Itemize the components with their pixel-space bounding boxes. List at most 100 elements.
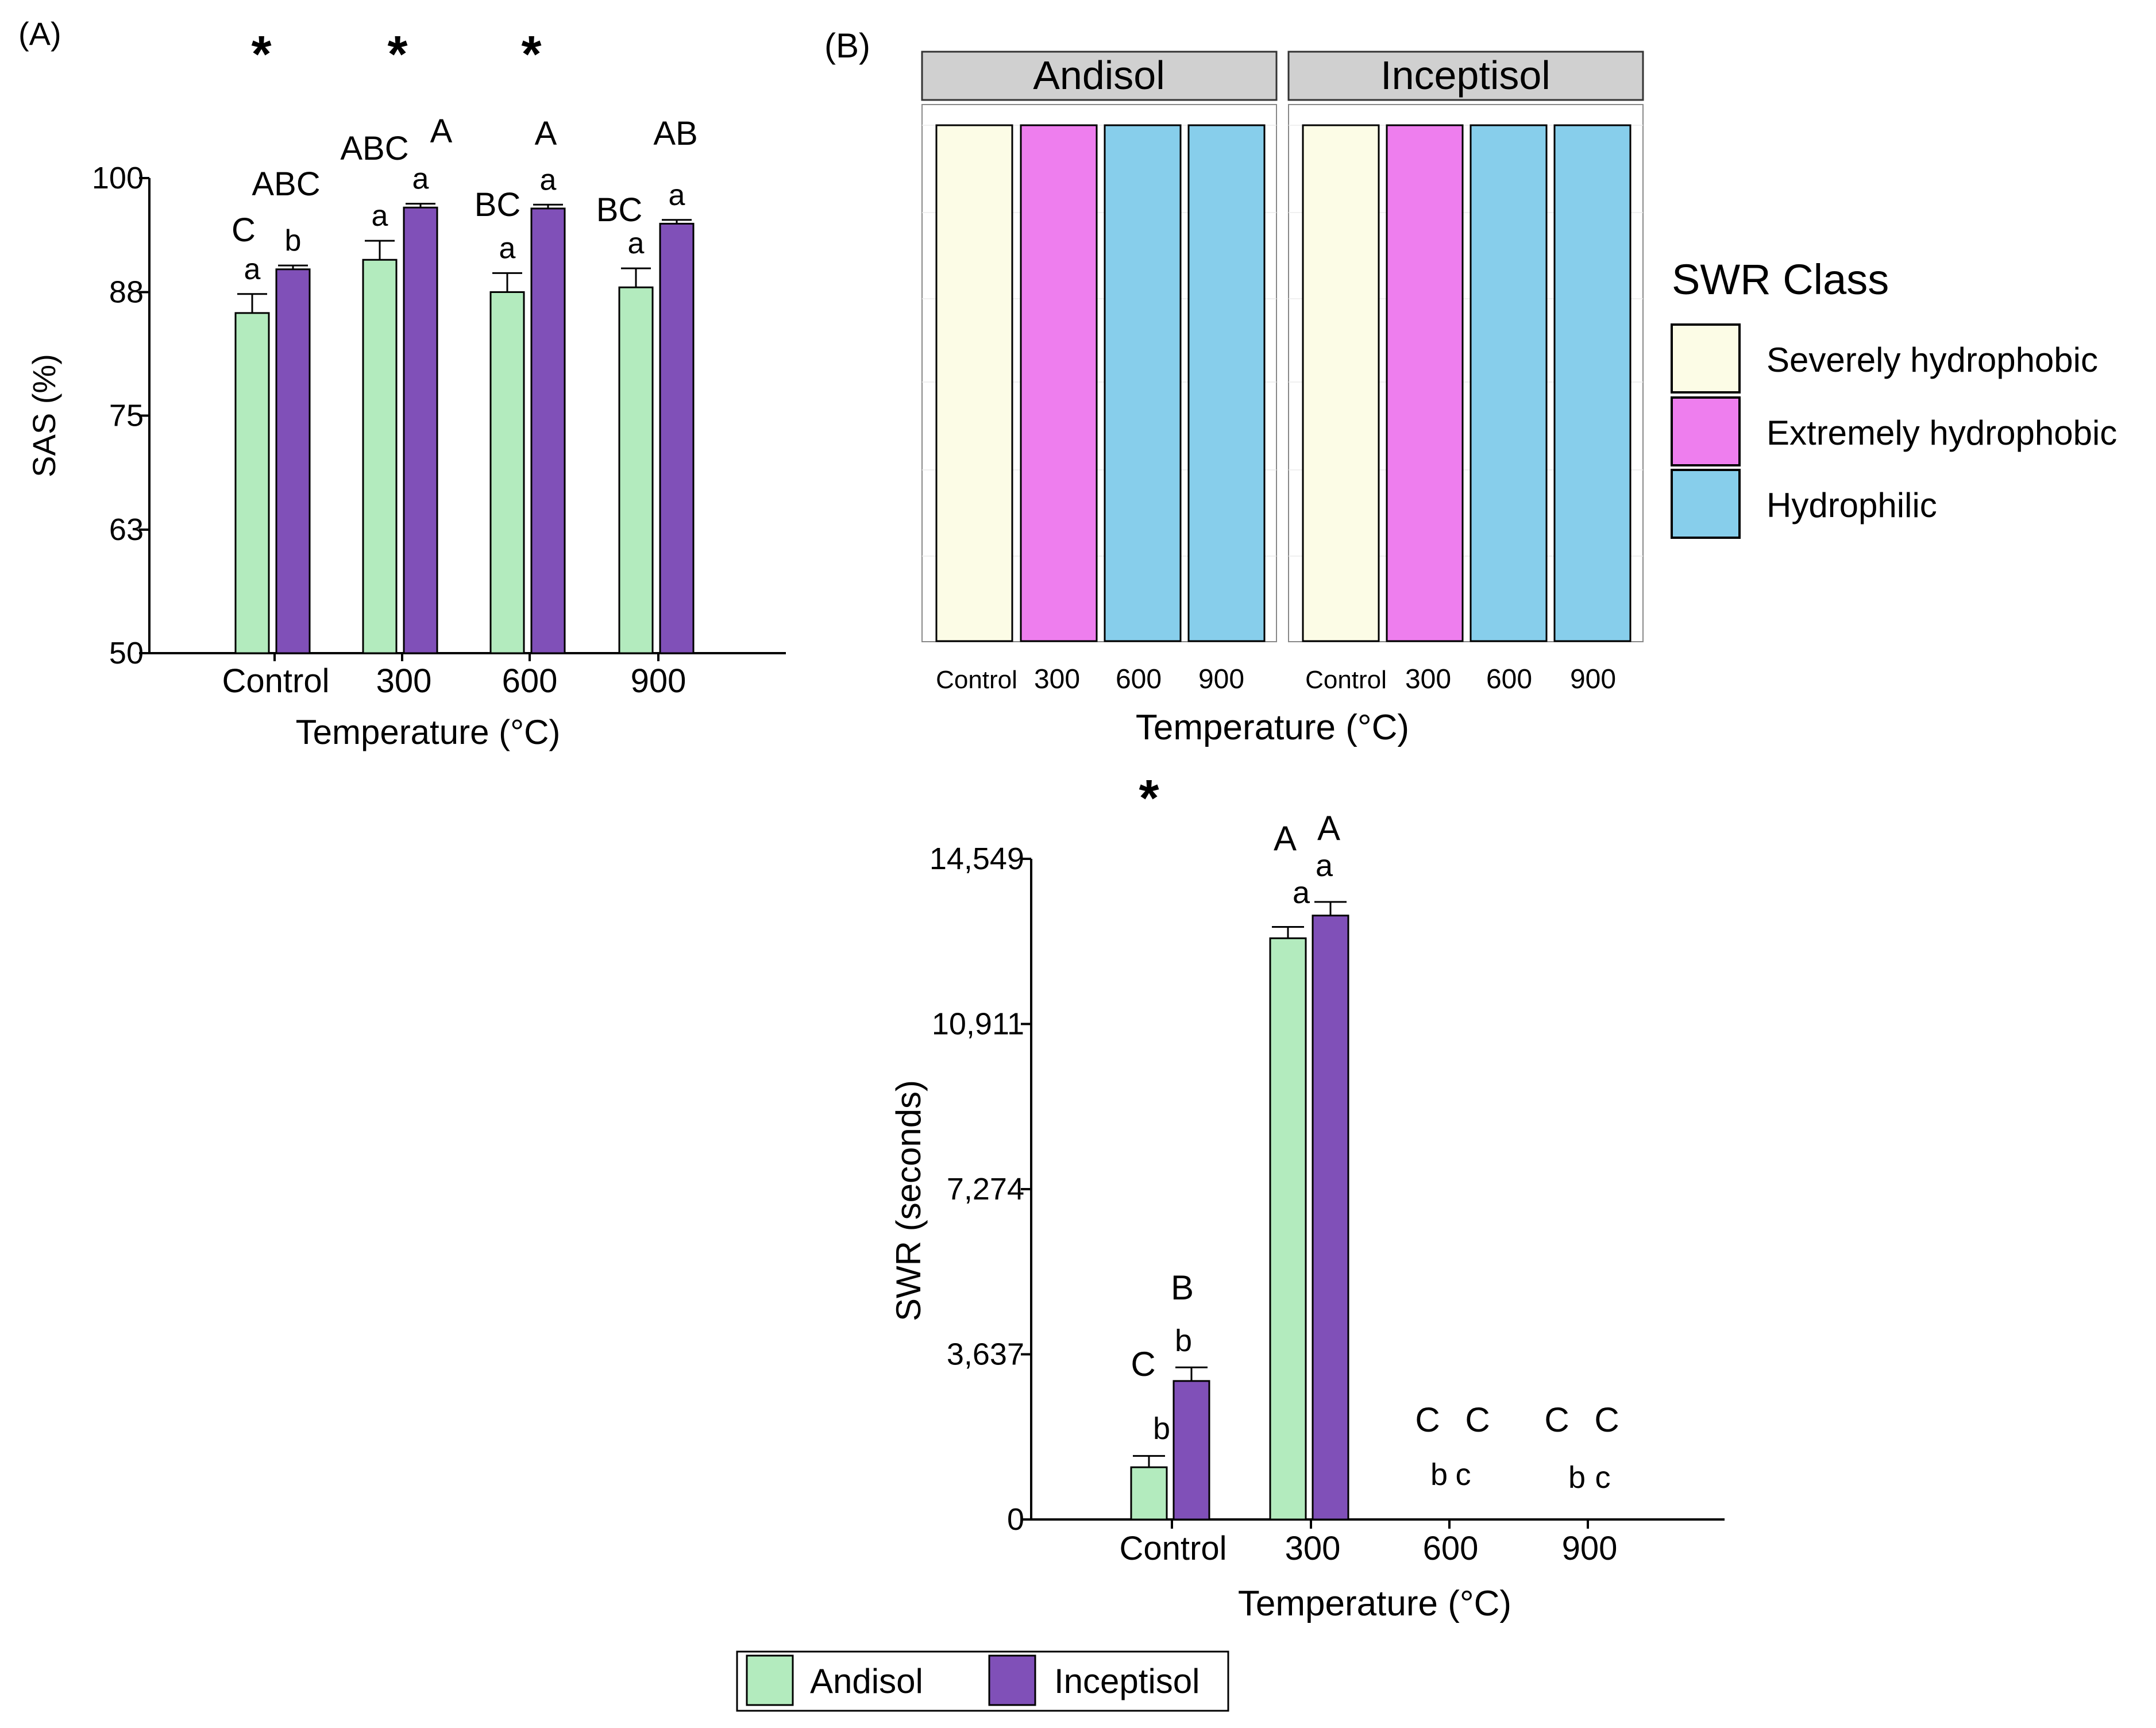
legend-title: SWR Class: [1672, 256, 1889, 303]
class-bar: [935, 124, 1013, 642]
bar-andisol: [362, 259, 398, 654]
uppercase-letter-label: C: [1594, 1401, 1619, 1439]
bar-andisol: [618, 286, 654, 654]
uppercase-letter-label: B: [1171, 1268, 1194, 1307]
x-tick-label: 300: [376, 662, 432, 700]
bar-inceptisol: [1173, 1380, 1210, 1521]
uppercase-letter-label: C: [1465, 1401, 1490, 1439]
uppercase-letter-label: C: [232, 211, 256, 249]
class-bar: [1470, 124, 1548, 642]
bar-inceptisol: [275, 268, 311, 654]
y-tick-label: 10,911: [932, 1007, 1024, 1042]
facet-label: Andisol: [1033, 53, 1165, 98]
uppercase-letter-label: BC: [475, 186, 521, 223]
legend-item-label: Extremely hydrophobic: [1767, 414, 2117, 452]
legend-item-label: Hydrophilic: [1767, 486, 1937, 524]
uppercase-letter-label: C: [1415, 1401, 1440, 1439]
legend-swatch: [1671, 396, 1741, 466]
uppercase-letter-label: A: [1274, 819, 1297, 858]
x-axis-title: Temperature (°C): [1238, 1584, 1511, 1623]
uppercase-letter-label: ABC: [340, 130, 408, 167]
bar-andisol: [234, 312, 270, 654]
y-tick-label: 100: [92, 161, 144, 195]
lowercase-letter-label: a: [628, 227, 645, 260]
bar-inceptisol: [1312, 915, 1349, 1521]
lowercase-letter-label: c: [1595, 1460, 1611, 1495]
x-tick-label: Control: [1120, 1530, 1227, 1567]
x-tick-label: Control: [1305, 666, 1387, 694]
y-tick-label: 50: [109, 636, 144, 670]
x-tick-label: Control: [222, 662, 330, 700]
significance-star: *: [521, 26, 541, 83]
legend-item-label: Severely hydrophobic: [1767, 341, 2098, 379]
x-axis-title: Temperature (°C): [296, 713, 561, 751]
lowercase-letter-label: b: [1153, 1411, 1170, 1446]
lowercase-letter-label: a: [499, 232, 516, 265]
y-tick-label: 0: [1007, 1502, 1024, 1537]
x-tick-label: 600: [1116, 664, 1162, 695]
legend-item-label: Inceptisol: [1054, 1662, 1200, 1700]
y-axis-title: SAS (%): [26, 354, 62, 477]
lowercase-letter-label: a: [1293, 875, 1310, 910]
bar-andisol: [489, 291, 525, 654]
uppercase-letter-label: C: [1544, 1401, 1569, 1439]
class-bar: [1302, 124, 1380, 642]
uppercase-letter-label: BC: [596, 191, 643, 229]
lowercase-letter-label: a: [669, 179, 685, 212]
lowercase-letter-label: b: [285, 224, 302, 257]
x-tick-label: 900: [1570, 664, 1616, 695]
facet-strip: [1287, 51, 1644, 101]
lowercase-letter-label: a: [412, 163, 429, 196]
facet-strip: [921, 51, 1278, 101]
bar-andisol: [1269, 937, 1307, 1521]
lowercase-letter-label: b: [1175, 1324, 1192, 1358]
panel-a-label: (A): [18, 16, 61, 52]
legend-swatch-inceptisol: [988, 1654, 1036, 1706]
bar-inceptisol: [659, 222, 695, 654]
class-bar: [1553, 124, 1632, 642]
class-bar: [1386, 124, 1464, 642]
y-tick-label: 88: [109, 275, 144, 309]
x-tick-label: 600: [502, 662, 558, 700]
lowercase-letter-label: a: [540, 163, 557, 196]
class-bar: [1104, 124, 1182, 642]
uppercase-letter-label: ABC: [252, 165, 320, 203]
x-tick-label: 300: [1285, 1530, 1341, 1567]
y-tick-label: 3,637: [947, 1337, 1024, 1372]
legend-box: [736, 1650, 1229, 1712]
panel-b-class-chart: (B) Andisol Control 300 600 900 Inceptisol Cont…: [824, 26, 2117, 747]
uppercase-letter-label: A: [535, 115, 557, 152]
significance-star: *: [387, 26, 407, 83]
class-bar: [1020, 124, 1098, 642]
legend-swatch-andisol: [746, 1654, 794, 1706]
x-axis-title: Temperature (°C): [1136, 708, 1409, 747]
significance-star: *: [251, 26, 271, 83]
uppercase-letter-label: A: [1317, 809, 1340, 847]
lowercase-letter-label: a: [372, 199, 388, 233]
lowercase-letter-label: a: [1316, 848, 1333, 883]
uppercase-letter-label: A: [430, 113, 453, 150]
significance-star: *: [1139, 770, 1159, 827]
uppercase-letter-label: C: [1131, 1345, 1155, 1383]
y-tick-label: 63: [109, 512, 144, 547]
x-tick-label: 900: [631, 662, 686, 700]
panel-a-chart: (A) 50 63 75 88 100 SAS (%) Control 300 600 900 Tem…: [18, 16, 786, 751]
bottom-legend: Andisol Inceptisol: [736, 1650, 1229, 1712]
bar-inceptisol: [530, 207, 566, 654]
legend-swatch: [1671, 469, 1741, 539]
x-tick-label: 900: [1198, 664, 1244, 695]
panel-b-label: (B): [824, 26, 870, 65]
uppercase-letter-label: AB: [653, 115, 697, 152]
bar-inceptisol: [403, 206, 438, 654]
x-tick-label: 600: [1423, 1530, 1479, 1567]
x-tick-label: Control: [936, 666, 1017, 694]
facet-label: Inceptisol: [1380, 53, 1551, 98]
bar-andisol: [1130, 1466, 1168, 1521]
lowercase-letter-label: c: [1456, 1457, 1471, 1492]
x-tick-label: 300: [1405, 664, 1451, 695]
y-axis-title: SWR (seconds): [889, 1080, 928, 1321]
y-tick-label: 14,549: [929, 842, 1024, 876]
lowercase-letter-label: b: [1430, 1457, 1448, 1492]
y-tick-label: 75: [109, 399, 144, 433]
